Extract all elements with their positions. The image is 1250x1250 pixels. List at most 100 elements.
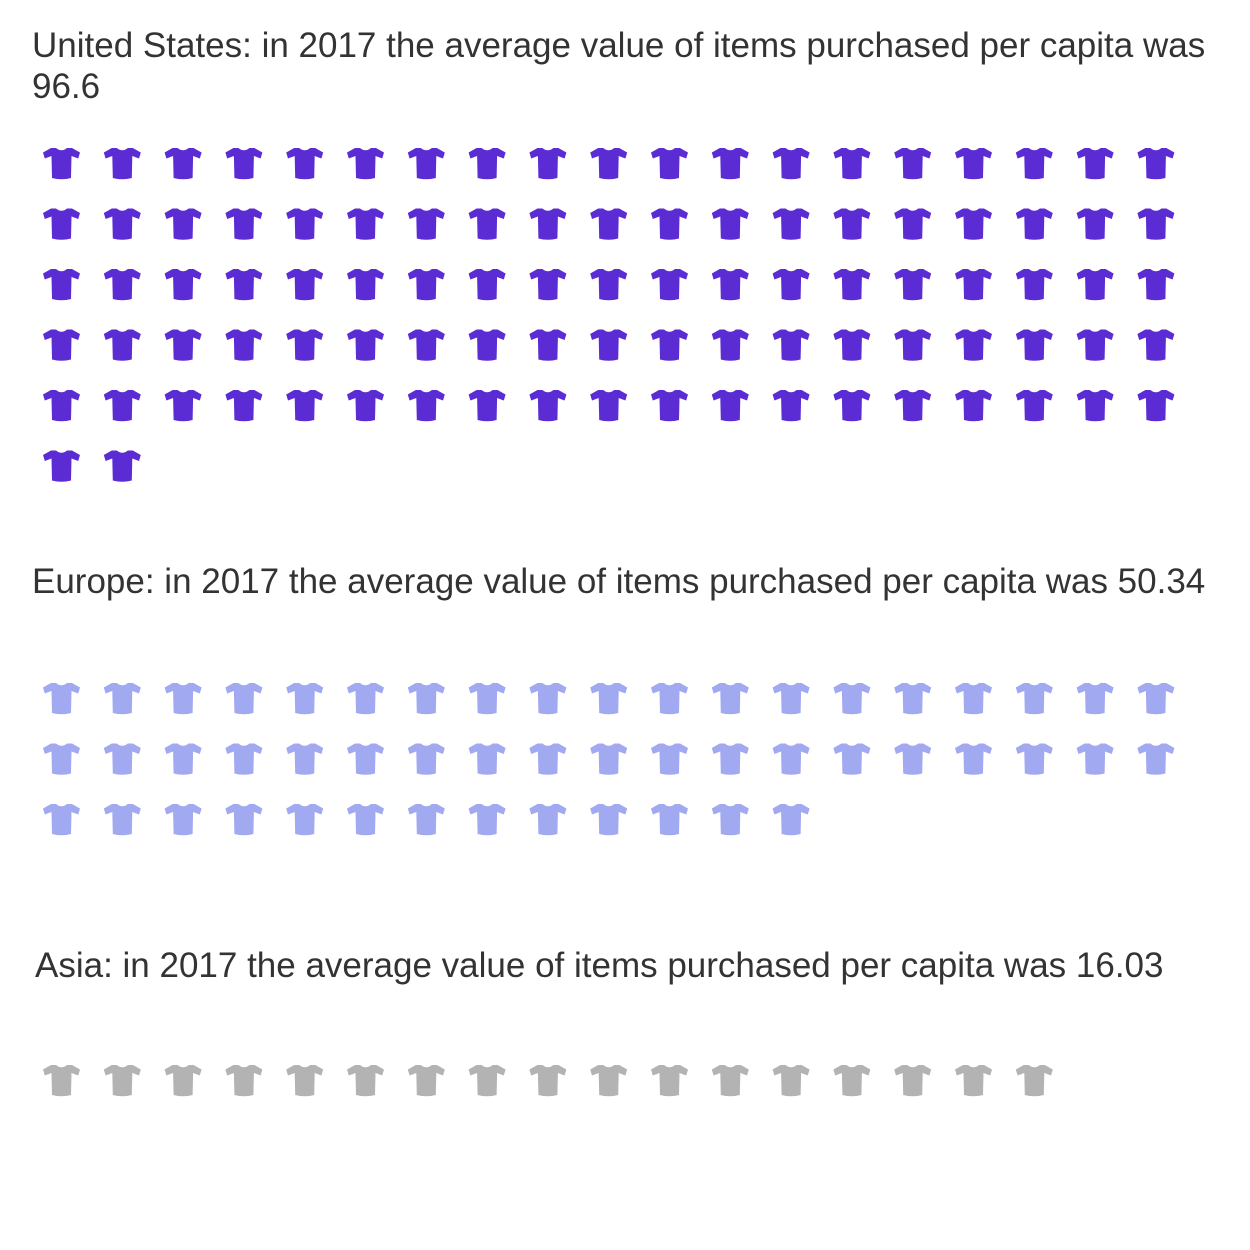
t-shirt-icon (772, 148, 810, 180)
t-shirt-icon (103, 148, 141, 180)
chart-title-europe: Europe: in 2017 the average value of ite… (32, 562, 1206, 601)
t-shirt-icon (43, 329, 80, 361)
t-shirt-icon (1137, 208, 1175, 240)
t-shirt-icon (103, 683, 141, 715)
t-shirt-icon (1015, 743, 1053, 775)
t-shirt-icon (468, 208, 506, 240)
t-shirt-icon (103, 269, 141, 301)
t-shirt-icon (711, 208, 749, 240)
t-shirt-icon (225, 148, 263, 180)
t-shirt-icon (43, 208, 80, 240)
t-shirt-icon (103, 450, 141, 482)
t-shirt-icon (590, 269, 628, 301)
t-shirt-icon (651, 804, 688, 836)
t-shirt-icon (833, 208, 871, 240)
t-shirt-icon (1015, 390, 1053, 422)
t-shirt-icon (833, 329, 871, 361)
t-shirt-icon (894, 329, 932, 361)
t-shirt-icon (1137, 743, 1175, 775)
t-shirt-icon (1015, 683, 1053, 715)
t-shirt-icon (407, 1065, 445, 1097)
t-shirt-icon (590, 208, 628, 240)
chart-title-united-states: United States: in 2017 the average value… (32, 26, 1206, 106)
t-shirt-icon (164, 208, 202, 240)
t-shirt-icon (651, 269, 688, 301)
t-shirt-icon (164, 743, 202, 775)
t-shirt-icon (772, 208, 810, 240)
t-shirt-icon (347, 743, 384, 775)
t-shirt-icon (894, 743, 932, 775)
t-shirt-icon (833, 743, 871, 775)
t-shirt-icon (164, 683, 202, 715)
t-shirt-icon (225, 804, 263, 836)
t-shirt-icon (1076, 208, 1114, 240)
t-shirt-icon (225, 329, 263, 361)
t-shirt-icon (407, 269, 445, 301)
t-shirt-icon (894, 148, 932, 180)
t-shirt-icon (590, 1065, 628, 1097)
t-shirt-icon (225, 1065, 263, 1097)
t-shirt-icon (833, 1065, 871, 1097)
t-shirt-icon (955, 269, 992, 301)
t-shirt-icon (286, 743, 324, 775)
t-shirt-icon (468, 390, 506, 422)
t-shirt-icon (772, 804, 810, 836)
t-shirt-icon (43, 390, 80, 422)
t-shirt-icon (772, 743, 810, 775)
t-shirt-icon (286, 329, 324, 361)
t-shirt-icon (955, 329, 992, 361)
t-shirt-icon (590, 804, 628, 836)
t-shirt-icon (955, 743, 992, 775)
t-shirt-icon (347, 1065, 384, 1097)
t-shirt-icon (772, 329, 810, 361)
t-shirt-icon (529, 683, 567, 715)
t-shirt-icon (468, 329, 506, 361)
t-shirt-icon (894, 269, 932, 301)
t-shirt-icon (1076, 390, 1114, 422)
t-shirt-icon (347, 804, 384, 836)
t-shirt-icon (590, 683, 628, 715)
t-shirt-icon (1076, 148, 1114, 180)
pictogram-grid-united-states (43, 148, 1175, 482)
t-shirt-icon (225, 269, 263, 301)
t-shirt-icon (164, 1065, 202, 1097)
t-shirt-icon (468, 683, 506, 715)
t-shirt-icon (43, 269, 80, 301)
t-shirt-icon (225, 208, 263, 240)
t-shirt-icon (43, 1065, 80, 1097)
t-shirt-icon (711, 683, 749, 715)
t-shirt-icon (590, 390, 628, 422)
t-shirt-icon (43, 683, 80, 715)
t-shirt-icon (103, 743, 141, 775)
t-shirt-icon (103, 208, 141, 240)
t-shirt-icon (833, 269, 871, 301)
t-shirt-icon (1076, 329, 1114, 361)
t-shirt-icon (833, 148, 871, 180)
t-shirt-icon (894, 683, 932, 715)
t-shirt-icon (651, 1065, 688, 1097)
t-shirt-icon (286, 683, 324, 715)
t-shirt-icon (529, 390, 567, 422)
t-shirt-icon (711, 390, 749, 422)
t-shirt-icon (407, 390, 445, 422)
t-shirt-icon (347, 329, 384, 361)
t-shirt-icon (1076, 269, 1114, 301)
t-shirt-icon (1015, 148, 1053, 180)
t-shirt-icon (711, 148, 749, 180)
t-shirt-icon (407, 683, 445, 715)
t-shirt-icon (103, 1065, 141, 1097)
t-shirt-icon (529, 743, 567, 775)
t-shirt-icon (347, 208, 384, 240)
t-shirt-icon (43, 743, 80, 775)
t-shirt-icon (286, 208, 324, 240)
t-shirt-icon (772, 390, 810, 422)
t-shirt-icon (651, 208, 688, 240)
t-shirt-icon (711, 1065, 749, 1097)
t-shirt-icon (225, 683, 263, 715)
t-shirt-icon (286, 269, 324, 301)
t-shirt-icon (286, 148, 324, 180)
t-shirt-icon (955, 390, 992, 422)
t-shirt-icon (1015, 269, 1053, 301)
t-shirt-icon (103, 390, 141, 422)
t-shirt-icon (164, 148, 202, 180)
